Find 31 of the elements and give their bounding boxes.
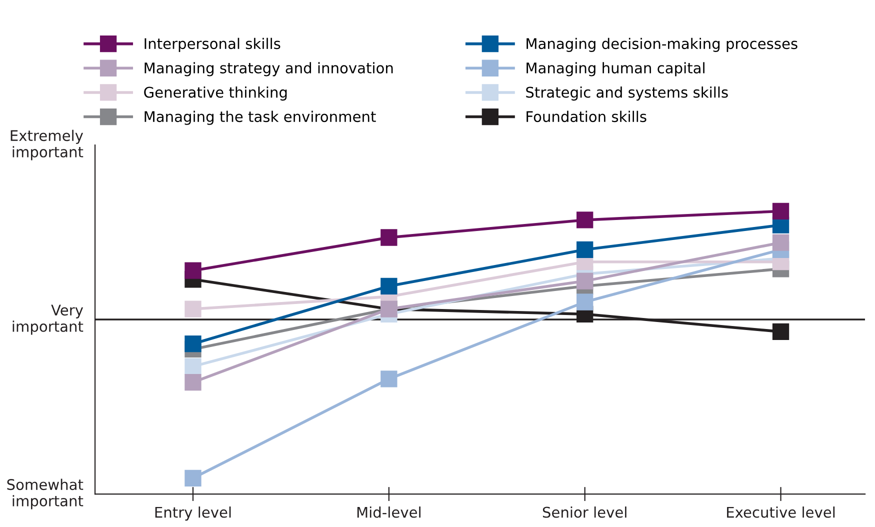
ref-line-label: Very important — [12, 304, 84, 335]
point — [184, 262, 202, 279]
x-tick-label: Executive level — [727, 506, 835, 518]
legend-label: Strategic and systems skills — [526, 86, 728, 101]
legend-label: Interpersonal skills — [144, 38, 280, 52]
point — [576, 241, 594, 258]
x-tick-label: Senior level — [542, 506, 626, 518]
point — [184, 300, 202, 318]
legend-label: Generative thinking — [144, 86, 287, 101]
x-tick-label: Mid-level — [357, 506, 420, 518]
point — [576, 212, 594, 228]
point — [380, 370, 398, 388]
point — [380, 229, 398, 246]
point — [576, 294, 594, 310]
legend-label: Managing strategy and innovation — [144, 62, 393, 76]
point — [184, 358, 202, 375]
point — [184, 470, 202, 487]
point — [772, 234, 790, 251]
legend-label: Managing decision-making processes — [526, 38, 798, 52]
legend-label: Foundation skills — [526, 110, 646, 122]
point — [184, 336, 202, 352]
text: Extremely important — [10, 130, 84, 160]
text: Somewhat important — [7, 478, 84, 510]
legend-label: Managing human capital — [526, 62, 704, 76]
point — [184, 374, 202, 391]
point — [576, 272, 594, 290]
point — [772, 323, 790, 340]
legend-label: Managing the task environment — [144, 110, 376, 125]
point — [380, 278, 398, 294]
x-tick-label: Entry level — [155, 506, 231, 521]
point — [772, 202, 790, 220]
